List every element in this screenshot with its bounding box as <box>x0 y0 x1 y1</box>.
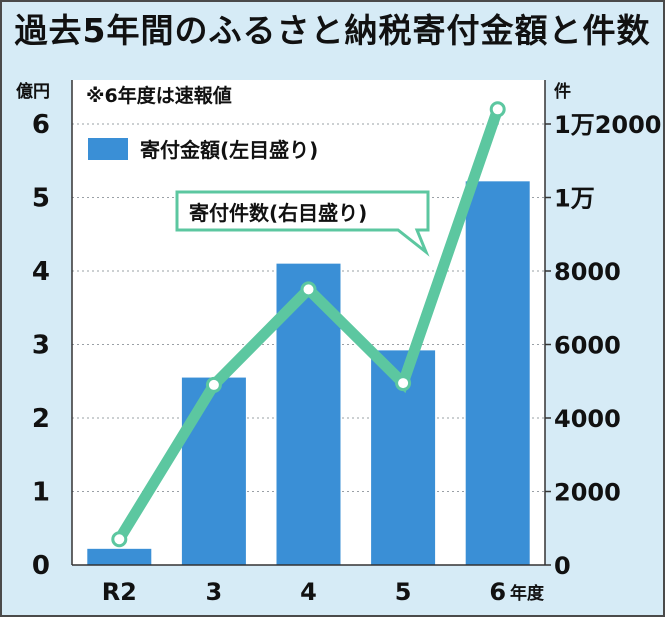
count-line <box>111 101 506 548</box>
bar-R2 <box>87 548 152 565</box>
right-tick-label: 2000 <box>554 479 621 507</box>
left-tick-label: 6 <box>32 110 50 140</box>
right-tick-label: 4000 <box>554 405 621 433</box>
x-tick-label: 4 <box>300 578 317 606</box>
chart-title: 過去5年間のふるさと納税寄付金額と件数 <box>14 11 651 50</box>
right-tick-label: 6000 <box>554 332 621 360</box>
legend-bar-label: 寄付金額(左目盛り) <box>140 138 318 162</box>
count-point-5 <box>395 375 412 392</box>
left-tick-label: 2 <box>32 404 50 434</box>
legend-line-callout <box>175 190 430 257</box>
x-tick-label: R2 <box>102 578 137 606</box>
left-tick-label: 0 <box>32 551 50 581</box>
x-tick-label: 6 <box>489 578 506 606</box>
x-tick-label: 3 <box>206 578 223 606</box>
left-tick-labels: 0 1 2 3 4 5 6 <box>32 110 50 581</box>
right-unit-label: 件 <box>554 81 571 102</box>
right-tick-label: 0 <box>554 552 571 580</box>
bar-3 <box>181 377 246 565</box>
x-tick-label: 5 <box>395 578 412 606</box>
left-tick-label: 3 <box>32 331 50 361</box>
left-unit-label: 億円 <box>16 81 50 102</box>
count-point-6 <box>489 101 506 118</box>
legend-bar-swatch <box>88 138 128 160</box>
bar-6 <box>465 181 530 565</box>
count-point-3 <box>205 376 222 393</box>
right-tick-label: 8000 <box>554 258 621 286</box>
right-tick-label: 1万 <box>554 185 595 213</box>
left-tick-label: 4 <box>32 257 50 287</box>
right-tick-label: 1万2000 <box>554 111 662 139</box>
x-tick-labels: R2 3 4 5 6 <box>102 578 506 606</box>
note-text: ※6年度は速報値 <box>86 84 232 107</box>
count-point-4 <box>300 281 317 298</box>
left-tick-label: 5 <box>32 184 50 214</box>
x-unit-label: 年度 <box>510 583 545 604</box>
right-tick-labels: 0 2000 4000 6000 8000 1万 1万2000 <box>545 111 662 580</box>
left-tick-label: 1 <box>32 478 50 508</box>
legend-line-label: 寄付件数(右目盛り) <box>189 201 367 225</box>
count-point-R2 <box>111 531 128 548</box>
